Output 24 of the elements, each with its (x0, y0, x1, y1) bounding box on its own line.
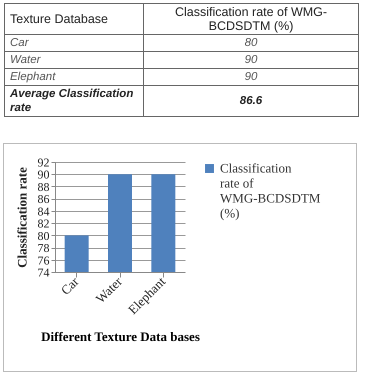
y-tick-label: 84 (38, 204, 50, 218)
text: 90 (144, 68, 358, 86)
y-tick-label: 78 (38, 241, 50, 256)
y-tick-label: 80 (38, 228, 50, 243)
x-tick-label: Car (58, 273, 82, 298)
y-tick-label: 86 (38, 192, 50, 206)
text: Elephant (4, 68, 144, 86)
y-tick-label: 82 (38, 216, 50, 231)
text: Texture Database (4, 4, 144, 34)
text: 86.6 (144, 86, 358, 116)
y-axis-title: Classification rate (14, 166, 30, 268)
y-tick-label: 92 (38, 156, 50, 170)
x-axis-title: Different Texture Data bases (41, 329, 200, 344)
text: 80 (144, 34, 358, 52)
legend-label: Classification rate of WMG-BCDSDTM (%) (220, 160, 321, 220)
y-tick-label: 76 (38, 253, 50, 268)
text: Average Classification rate (4, 86, 144, 116)
y-tick-label: 90 (38, 168, 50, 182)
text: Classification rate of WMG-BCDSDTM (%) (144, 4, 358, 34)
y-tick-label: 88 (38, 180, 50, 194)
text: Car (4, 34, 144, 52)
text: 90 (144, 52, 358, 68)
y-tick-label: 74 (38, 266, 50, 280)
text: Water (4, 52, 144, 68)
